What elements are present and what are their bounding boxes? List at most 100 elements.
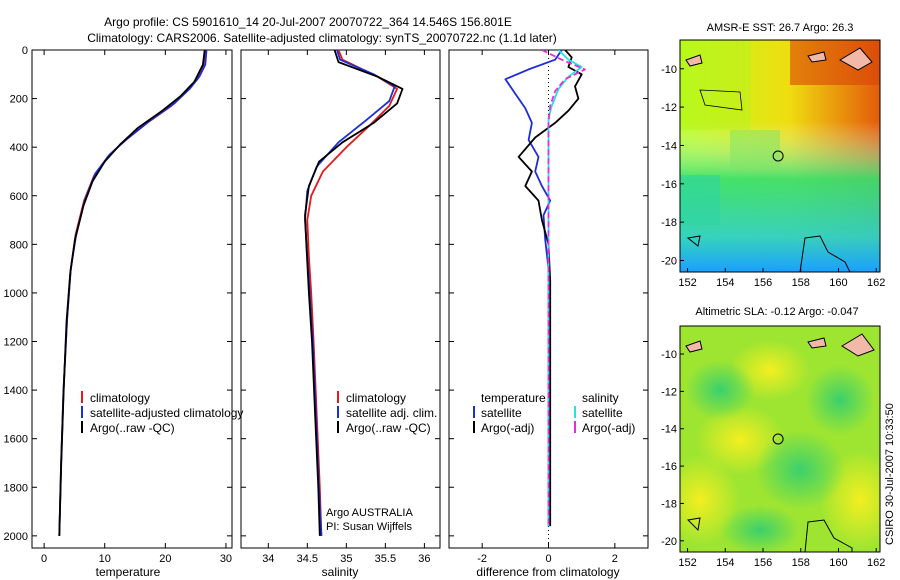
x-tick-label: 0	[545, 553, 551, 565]
legend-sal-argo-label: Argo(-adj)	[582, 421, 635, 435]
sst-map-frame	[679, 39, 881, 273]
series-line-argo-raw-qc	[58, 50, 206, 536]
map-x-tick-label: 158	[792, 277, 810, 289]
map-x-tick-label: 152	[678, 557, 696, 569]
map-x-tick-label: 162	[867, 277, 885, 289]
legend-satellite-label: satellite-adjusted climatology	[90, 406, 243, 420]
y-tick-label: 800	[10, 239, 28, 251]
series-line-climatology	[306, 50, 398, 536]
x-tick-label: 2	[612, 553, 618, 565]
map-x-tick-label: 154	[716, 277, 734, 289]
map-x-tick-label: 158	[792, 557, 810, 569]
map-y-tick-label: -16	[661, 179, 677, 191]
map-x-tick-label: 162	[867, 557, 885, 569]
difference-axes: -2 0 2	[449, 49, 648, 565]
salinity-x-label: salinity	[322, 565, 359, 579]
map-y-tick-label: -14	[661, 140, 677, 152]
sst-map-title: AMSR-E SST: 26.7 Argo: 26.3	[707, 22, 854, 34]
x-tick-label: -2	[477, 553, 487, 565]
temperature-series	[58, 50, 208, 536]
map-y-tick-label: -14	[661, 424, 677, 436]
legend-argo-label: Argo(..raw -QC)	[346, 421, 431, 435]
salinity-plot-frame	[240, 49, 441, 549]
x-tick-label: 30	[220, 553, 232, 565]
legend-temp-satellite-label: satellite	[481, 406, 522, 420]
sla-map: Altimetric SLA: -0.12 Argo: -0.047 152 15…	[661, 306, 885, 569]
sla-field	[680, 326, 880, 552]
credit-line2: PI: Susan Wijffels	[326, 521, 412, 533]
legend-temp-argo-label: Argo(-adj)	[481, 421, 534, 435]
map-y-tick-label: -16	[661, 461, 677, 473]
difference-legend: temperature satellite Argo(-adj) salinit…	[473, 391, 635, 435]
series-line-climatology	[58, 50, 207, 536]
figure-title-line2: Climatology: CARS2006. Satellite-adjuste…	[87, 31, 557, 45]
map-x-tick-label: 156	[754, 277, 772, 289]
temperature-axes: 0 10 20 30 0 200 400 600 800 1000 1200 1400 1600 1800…	[4, 45, 233, 565]
map-y-tick-label: -20	[661, 255, 677, 267]
series-line-satellite-adjusted-climatology	[58, 50, 208, 536]
map-y-tick-label: -10	[661, 349, 677, 361]
difference-series	[504, 50, 586, 527]
series-line-satellite-adj-clim	[304, 50, 396, 536]
x-tick-label: 0	[41, 553, 47, 565]
sst-map: AMSR-E SST: 26.7 Argo: 26.3 152 154 156 158…	[661, 22, 885, 289]
y-tick-label: 600	[10, 191, 28, 203]
figure-title-line1: Argo profile: CS 5901610_14 20-Jul-2007 …	[104, 15, 512, 29]
series-line-argo-raw-qc	[304, 50, 404, 536]
y-tick-label: 1400	[4, 385, 28, 397]
y-tick-label: 0	[22, 45, 28, 57]
legend-climatology-label: climatology	[346, 391, 406, 405]
salinity-panel: 34 34.5 35 35.5 36 salinity climatology sate…	[240, 49, 441, 579]
y-tick-label: 1200	[4, 337, 28, 349]
map-x-tick-label: 154	[716, 557, 734, 569]
map-x-tick-label: 156	[754, 557, 772, 569]
difference-x-label: difference from climatology	[476, 565, 619, 579]
temperature-legend: climatology satellite-adjusted climatolo…	[81, 391, 243, 435]
y-tick-label: 1000	[4, 288, 28, 300]
legend-temperature-title: temperature	[481, 391, 546, 405]
sla-map-title: Altimetric SLA: -0.12 Argo: -0.047	[695, 306, 858, 318]
y-tick-label: 200	[10, 94, 28, 106]
credit-line1: Argo AUSTRALIA	[326, 507, 413, 519]
sst-field	[680, 40, 880, 272]
series-line-satellite	[547, 50, 583, 527]
float-position-marker	[772, 433, 784, 445]
temperature-plot-frame	[31, 49, 233, 549]
salinity-legend: climatology satellite adj. clim. Argo(..…	[337, 391, 437, 435]
sla-map-axes: 152 154 156 158 160 162 -10 -12 -14 -16 -18 -20	[661, 349, 885, 569]
temperature-x-label: temperature	[96, 565, 161, 579]
map-x-tick-label: 152	[678, 277, 696, 289]
sla-map-frame	[679, 325, 881, 553]
y-tick-label: 400	[10, 142, 28, 154]
difference-panel: -2 0 2 difference from climatology tempera…	[448, 49, 649, 579]
salinity-series	[304, 50, 404, 536]
series-line-argo-adj	[541, 50, 586, 527]
salinity-axes: 34 34.5 35 35.5 36	[241, 49, 440, 565]
y-tick-label: 2000	[4, 531, 28, 543]
float-position-marker	[772, 150, 784, 162]
legend-climatology-label: climatology	[90, 391, 150, 405]
map-x-tick-label: 160	[829, 557, 847, 569]
map-y-tick-label: -12	[661, 102, 677, 114]
x-tick-label: 34	[262, 553, 274, 565]
legend-salinity-title: salinity	[582, 391, 619, 405]
series-line-argo-adj	[517, 50, 583, 527]
legend-satellite-label: satellite adj. clim.	[346, 406, 437, 420]
legend-argo-label: Argo(..raw -QC)	[90, 421, 175, 435]
x-tick-label: 35	[340, 553, 352, 565]
x-tick-label: 35.5	[375, 553, 396, 565]
map-y-tick-label: -20	[661, 536, 677, 548]
series-line-satellite	[504, 50, 563, 527]
x-tick-label: 20	[159, 553, 171, 565]
map-x-tick-label: 160	[829, 277, 847, 289]
x-tick-label: 34.5	[297, 553, 318, 565]
x-tick-label: 10	[99, 553, 111, 565]
map-y-tick-label: -12	[661, 386, 677, 398]
sst-map-axes: 152 154 156 158 160 162 -10 -12 -14 -16 -18 -20	[661, 64, 885, 289]
csiro-timestamp: CSIRO 30-Jul-2007 10:33:50	[884, 403, 896, 545]
temperature-panel: 0 10 20 30 0 200 400 600 800 1000 1200 1400 1600 1800…	[4, 45, 244, 579]
y-tick-label: 1800	[4, 482, 28, 494]
map-y-tick-label: -18	[661, 498, 677, 510]
legend-sal-satellite-label: satellite	[582, 406, 623, 420]
